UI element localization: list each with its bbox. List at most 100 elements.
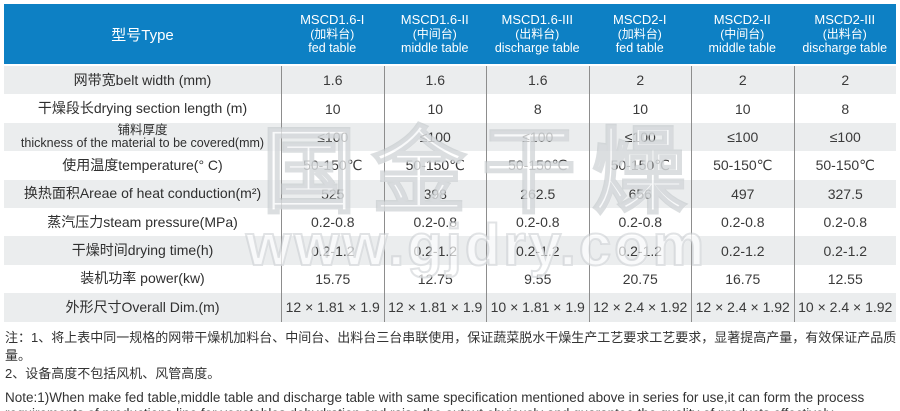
- column-header: MSCD2-I (加料台) fed table: [589, 12, 692, 56]
- model-cn: (出料台): [822, 27, 867, 41]
- model-cn: (加料台): [310, 27, 355, 41]
- value-cell: 0.2-0.8: [281, 207, 384, 237]
- model-en: middle table: [401, 41, 469, 55]
- value-cell: 50-150℃: [588, 151, 692, 180]
- model-cn: (加料台): [617, 27, 662, 41]
- column-header: MSCD1.6-III (出料台) discharge table: [486, 12, 589, 56]
- value-cell: 12.75: [383, 264, 487, 294]
- model-name: MSCD1.6-I: [300, 12, 365, 27]
- value-cell: 0.2-0.8: [793, 207, 897, 237]
- value-cell: 1.6: [281, 66, 384, 95]
- model-en: fed table: [615, 41, 664, 55]
- row-label-text: 换热面积Areae of heat conduction(m²): [23, 185, 262, 202]
- value-cell: 50-150℃: [486, 151, 589, 180]
- model-en: discharge table: [494, 41, 580, 55]
- notes-section: 注：1、将上表中同一规格的网带干燥机加料台、中间台、出料台三台串联使用，保证蔬菜…: [5, 329, 897, 411]
- model-name: MSCD1.6-III: [501, 12, 573, 27]
- value-cell: ≤100: [281, 122, 384, 152]
- row-label: 干燥时间drying time(h): [4, 236, 281, 264]
- value-cell: 525: [281, 179, 384, 208]
- row-label-text: 铺料厚度: [117, 122, 168, 137]
- value-cell: 497: [691, 179, 794, 208]
- row-label: 网带宽belt width (mm): [4, 66, 281, 94]
- value-cell: 0.2-1.2: [793, 236, 897, 265]
- value-cell: ≤100: [691, 122, 794, 152]
- table-row-section-length: 干燥段长drying section length (m) 10 10 8 10…: [4, 94, 897, 123]
- value-cell: 398: [383, 179, 487, 208]
- value-cell: 0.2-1.2: [383, 236, 487, 265]
- value-cell: 10 × 1.81 × 1.9: [486, 293, 589, 322]
- table-row-steam-pressure: 蒸汽压力steam pressure(MPa) 0.2-0.8 0.2-0.8 …: [4, 207, 897, 237]
- value-cell: 50-150℃: [793, 151, 897, 180]
- value-cell: 0.2-1.2: [588, 236, 692, 265]
- value-cell: 12 × 2.4 × 1.92: [588, 293, 692, 322]
- column-header: MSCD2-III (出料台) discharge table: [794, 12, 897, 56]
- value-cell: ≤100: [588, 122, 692, 152]
- value-cell: ≤100: [486, 122, 589, 152]
- value-cell: 0.2-1.2: [486, 236, 589, 265]
- value-cell: ≤100: [383, 122, 487, 152]
- value-cell: 2: [588, 66, 692, 95]
- value-cell: ≤100: [793, 122, 897, 152]
- row-label-text: 外形尺寸Overall Dim.(m): [65, 298, 220, 315]
- spec-table: 型号Type MSCD1.6-I (加料台) fed table MSCD1.6…: [4, 4, 896, 322]
- value-cell: 10: [691, 94, 794, 123]
- row-label-text: 干燥段长drying section length (m): [37, 100, 248, 117]
- row-label: 换热面积Areae of heat conduction(m²): [4, 180, 281, 208]
- notes-english-block: Note:1)When make fed table,middle table …: [5, 390, 897, 411]
- value-cell: 12.55: [793, 264, 897, 294]
- model-cn: (出料台): [515, 27, 560, 41]
- row-label: 装机功率 power(kw): [4, 265, 281, 293]
- value-cell: 0.2-0.8: [383, 207, 487, 237]
- row-label-text: 装机功率 power(kw): [80, 270, 205, 287]
- value-cell: 15.75: [281, 264, 384, 294]
- model-cn: (中间台): [720, 27, 765, 41]
- value-cell: 327.5: [793, 179, 897, 208]
- row-label-text: 蒸汽压力steam pressure(MPa): [47, 213, 238, 230]
- value-cell: 20.75: [588, 264, 692, 294]
- model-en: fed table: [308, 41, 357, 55]
- value-cell: 656: [588, 179, 692, 208]
- column-header: MSCD2-II (中间台) middle table: [691, 12, 794, 56]
- value-cell: 50-150℃: [691, 151, 794, 180]
- value-cell: 10: [281, 94, 384, 123]
- value-cell: 8: [793, 94, 897, 123]
- value-cell: 2: [691, 66, 794, 95]
- model-name: MSCD2-III: [814, 12, 876, 27]
- value-cell: 12 × 1.81 × 1.9: [281, 293, 384, 322]
- value-cell: 0.2-0.8: [486, 207, 589, 237]
- table-row-overall-dimensions: 外形尺寸Overall Dim.(m) 12 × 1.81 × 1.9 12 ×…: [4, 293, 897, 322]
- value-cell: 16.75: [691, 264, 794, 294]
- table-row-drying-time: 干燥时间drying time(h) 0.2-1.2 0.2-1.2 0.2-1…: [4, 236, 897, 265]
- model-en: middle table: [708, 41, 776, 55]
- value-cell: 50-150℃: [281, 151, 384, 180]
- value-cell: 10: [383, 94, 487, 123]
- value-cell: 1.6: [486, 66, 589, 95]
- note-line-en-2: requirements of productions line for veg…: [5, 406, 897, 411]
- model-name: MSCD1.6-II: [400, 12, 469, 27]
- value-cell: 12 × 1.81 × 1.9: [383, 293, 487, 322]
- value-cell: 8: [486, 94, 589, 123]
- note-line-cn-1: 注：1、将上表中同一规格的网带干燥机加料台、中间台、出料台三台串联使用，保证蔬菜…: [5, 330, 897, 363]
- row-label: 使用温度temperature(° C): [4, 151, 281, 179]
- row-label-text2: thickness of the material to be covered(…: [20, 135, 265, 150]
- value-cell: 12 × 2.4 × 1.92: [691, 293, 794, 322]
- row-label-text: 网带宽belt width (mm): [73, 71, 212, 88]
- table-header: 型号Type MSCD1.6-I (加料台) fed table MSCD1.6…: [4, 4, 896, 64]
- value-cell: 2: [793, 66, 897, 95]
- value-cell: 10 × 2.4 × 1.92: [793, 293, 897, 322]
- row-label: 铺料厚度 thickness of the material to be cov…: [4, 123, 281, 151]
- row-label: 蒸汽压力steam pressure(MPa): [4, 208, 281, 236]
- row-label: 外形尺寸Overall Dim.(m): [4, 293, 281, 321]
- value-cell: 262.5: [486, 179, 589, 208]
- table-row-heat-conduction-area: 换热面积Areae of heat conduction(m²) 525 398…: [4, 179, 897, 208]
- table-row-temperature: 使用温度temperature(° C) 50-150℃ 50-150℃ 50-…: [4, 151, 897, 180]
- model-name: MSCD2-I: [613, 12, 667, 27]
- column-header: MSCD1.6-II (中间台) middle table: [384, 12, 487, 56]
- value-cell: 1.6: [383, 66, 487, 95]
- value-cell: 9.55: [486, 264, 589, 294]
- value-cell: 50-150℃: [383, 151, 487, 180]
- row-label: 干燥段长drying section length (m): [4, 94, 281, 122]
- table-row-belt-width: 网带宽belt width (mm) 1.6 1.6 1.6 2 2 2: [4, 66, 897, 95]
